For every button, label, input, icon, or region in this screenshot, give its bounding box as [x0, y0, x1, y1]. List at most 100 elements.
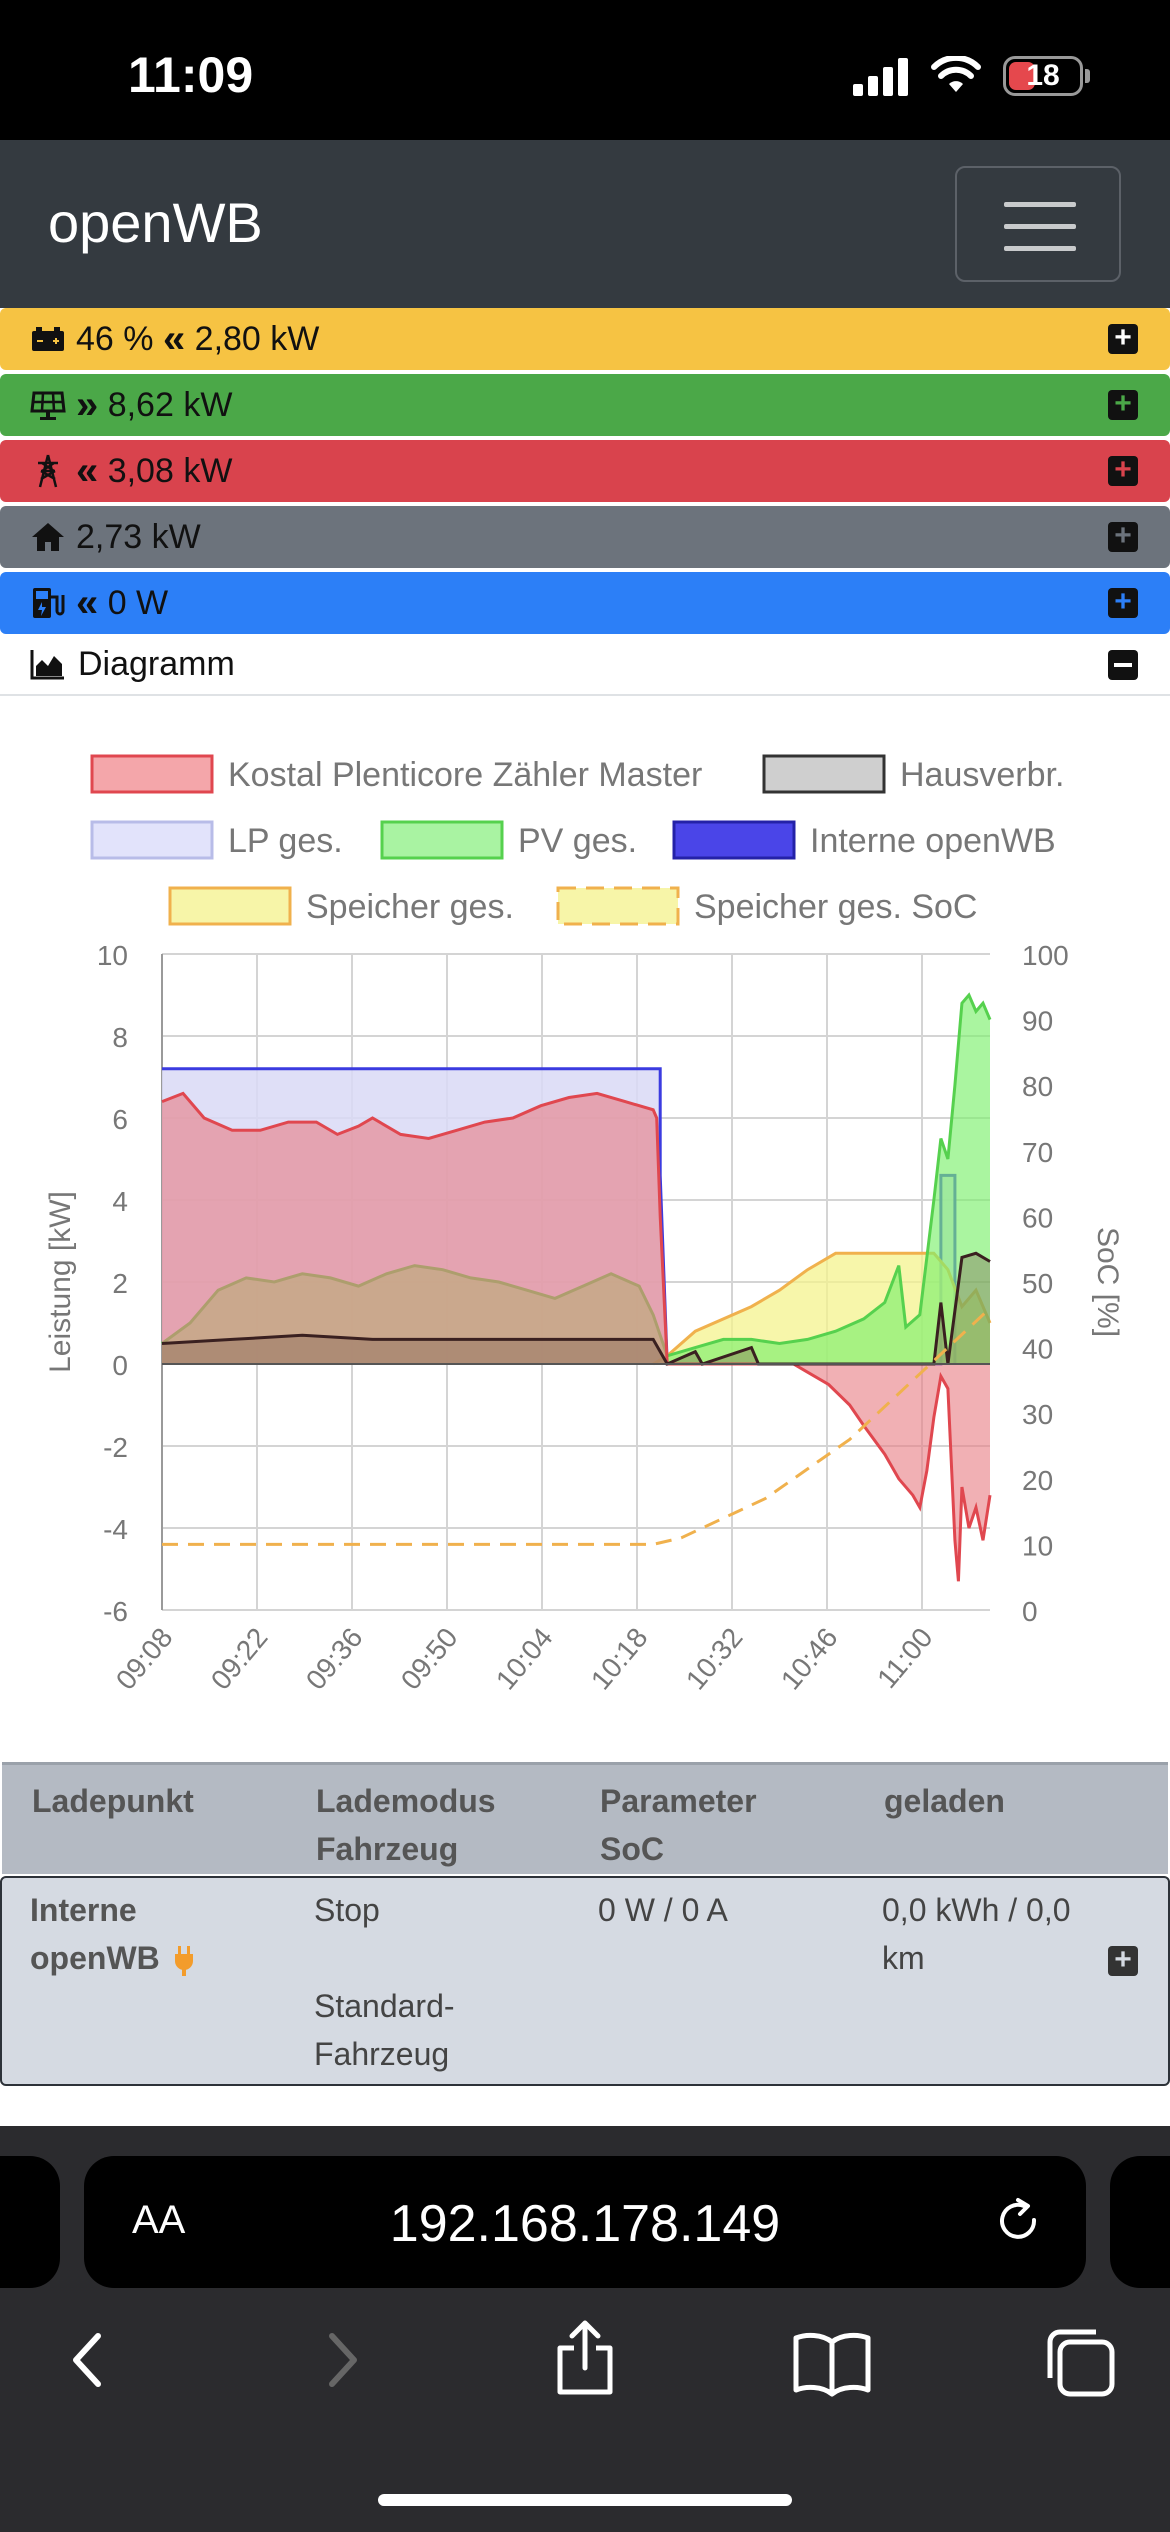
power-pylon-icon [38, 454, 58, 488]
series-line-kostal-plenticore-z-hler-master [161, 1091, 992, 1582]
series-line-speicher-soc [162, 1307, 992, 1546]
x-tick-label: 10:18 [585, 1622, 654, 1696]
legend-label: Hausverbr. [900, 756, 1064, 794]
y-tick-label: -6 [103, 1596, 128, 1627]
navbar: openWB [0, 140, 1170, 308]
expand-plus-icon[interactable]: + [1108, 323, 1138, 354]
next-tab-pill[interactable] [1110, 2156, 1170, 2288]
expand-plus-icon[interactable]: + [1108, 389, 1138, 420]
table-header: Ladepunkt Lademodus Fahrzeug Parameter S… [2, 1762, 1168, 1874]
haus-bar[interactable]: 2,73 kW + [0, 506, 1170, 568]
evu-power: 3,08 kW [107, 451, 233, 490]
legend-swatch [168, 886, 292, 926]
speicher-soc: 46 % [76, 319, 154, 358]
reader-aa-button[interactable]: AA [132, 2198, 186, 2242]
table-row[interactable]: Interne openWB Stop Standard- Fahrzeug 0… [0, 1876, 1170, 2086]
pv-power: 8,62 kW [107, 385, 233, 424]
plug-icon [174, 1945, 193, 1976]
y-tick-label: 0 [112, 1350, 128, 1381]
th-geladen: geladen [884, 1783, 1005, 1819]
battery-level: 18 [1026, 59, 1060, 92]
status-icons: 18 [853, 52, 1090, 100]
home-indicator [378, 2494, 792, 2506]
y2-tick-label: 0 [1022, 1596, 1038, 1627]
series-area-kostal-plenticore-z-hler-master [162, 1093, 990, 1582]
url-text[interactable]: 192.168.178.149 [389, 2195, 781, 2253]
cell-parameter: 0 W / 0 A [598, 1892, 728, 1928]
legend-label: Speicher ges. SoC [694, 888, 978, 926]
cell-ladepunkt-1: Interne [30, 1892, 137, 1928]
y-tick-label: 4 [112, 1186, 128, 1217]
tabs-icon[interactable] [1042, 2324, 1118, 2400]
legend-label: PV ges. [518, 822, 637, 860]
collapse-minus-icon[interactable] [1108, 650, 1138, 680]
speicher-bar[interactable]: 46 % « 2,80 kW + [0, 308, 1170, 370]
haus-power: 2,73 kW [76, 517, 201, 556]
power-chart: Kostal Plenticore Zähler Master Hausverbr… [0, 700, 1170, 1760]
browser-toolbar [0, 2296, 1170, 2532]
legend-swatch [90, 820, 214, 860]
legend-label: Kostal Plenticore Zähler Master [228, 756, 702, 794]
y-tick-label: -4 [103, 1514, 128, 1545]
legend-swatch [762, 754, 886, 794]
legend-label: Interne openWB [810, 822, 1056, 860]
cell-geladen-2: km [882, 1940, 925, 1976]
back-icon[interactable] [60, 2320, 120, 2400]
address-bar[interactable]: AA 192.168.178.149 [84, 2156, 1086, 2288]
legend-swatch [556, 886, 680, 926]
browser-address-area: AA 192.168.178.149 [0, 2126, 1170, 2296]
y2-tick-label: 80 [1022, 1071, 1053, 1102]
lp-arrow-icon: « [76, 580, 99, 625]
y2-tick-label: 50 [1022, 1268, 1053, 1299]
previous-tab-pill[interactable] [0, 2156, 60, 2288]
signal-icon [853, 58, 908, 96]
y2-tick-label: 40 [1022, 1334, 1053, 1365]
pv-bar[interactable]: » 8,62 kW + [0, 374, 1170, 436]
cell-lademodus: Stop [314, 1892, 380, 1928]
y2-tick-label: 100 [1022, 940, 1069, 971]
status-bar: 11:09 18 [0, 0, 1170, 140]
legend-label: LP ges. [228, 822, 343, 860]
th-ladepunkt: Ladepunkt [32, 1783, 194, 1819]
x-tick-label: 09:08 [110, 1622, 179, 1696]
legend-label: Speicher ges. [306, 888, 514, 926]
brand-logo-text[interactable]: openWB [48, 191, 263, 254]
lp-power: 0 W [107, 583, 169, 622]
house-icon [32, 523, 64, 551]
evu-arrow-icon: « [76, 448, 99, 493]
evu-bar[interactable]: « 3,08 kW + [0, 440, 1170, 502]
forward-icon[interactable] [310, 2320, 370, 2400]
y2-tick-label: 90 [1022, 1006, 1053, 1037]
expand-plus-icon[interactable]: + [1108, 455, 1138, 486]
series-area-hausverbr- [162, 1253, 990, 1364]
legend-swatch [672, 820, 796, 860]
cell-geladen-1: 0,0 kWh / 0,0 [882, 1892, 1071, 1928]
y-tick-label: 10 [97, 940, 128, 971]
reload-icon[interactable] [994, 2196, 1046, 2248]
x-tick-label: 10:04 [490, 1622, 559, 1696]
bookmarks-icon[interactable] [792, 2328, 872, 2398]
x-tick-label: 11:00 [871, 1622, 938, 1694]
th-soc: SoC [600, 1831, 664, 1867]
expand-plus-icon[interactable]: + [1108, 587, 1138, 618]
legend-swatch [90, 754, 214, 794]
pv-arrow-icon: » [76, 382, 99, 427]
th-parameter: Parameter [600, 1783, 757, 1819]
y-tick-label: 2 [112, 1268, 128, 1299]
share-icon[interactable] [550, 2318, 620, 2398]
menu-toggle-button[interactable] [955, 166, 1121, 282]
expand-plus-icon[interactable]: + [1108, 1945, 1138, 1976]
speicher-arrow-icon: « [162, 316, 186, 361]
cell-fahrzeug-2: Fahrzeug [314, 2036, 450, 2072]
ladepunkt-bar[interactable]: « 0 W + [0, 572, 1170, 634]
y2-tick-label: 30 [1022, 1399, 1053, 1430]
x-tick-label: 10:32 [680, 1622, 749, 1696]
expand-plus-icon[interactable]: + [1108, 521, 1138, 552]
cell-fahrzeug-1: Standard- [314, 1988, 455, 2024]
th-fahrzeug: Fahrzeug [316, 1831, 459, 1867]
y2-tick-label: 70 [1022, 1137, 1053, 1168]
x-tick-label: 10:46 [775, 1622, 844, 1696]
x-tick-label: 09:22 [205, 1622, 274, 1696]
diagram-label: Diagramm [78, 644, 235, 683]
diagram-header[interactable]: Diagramm [0, 634, 1170, 696]
